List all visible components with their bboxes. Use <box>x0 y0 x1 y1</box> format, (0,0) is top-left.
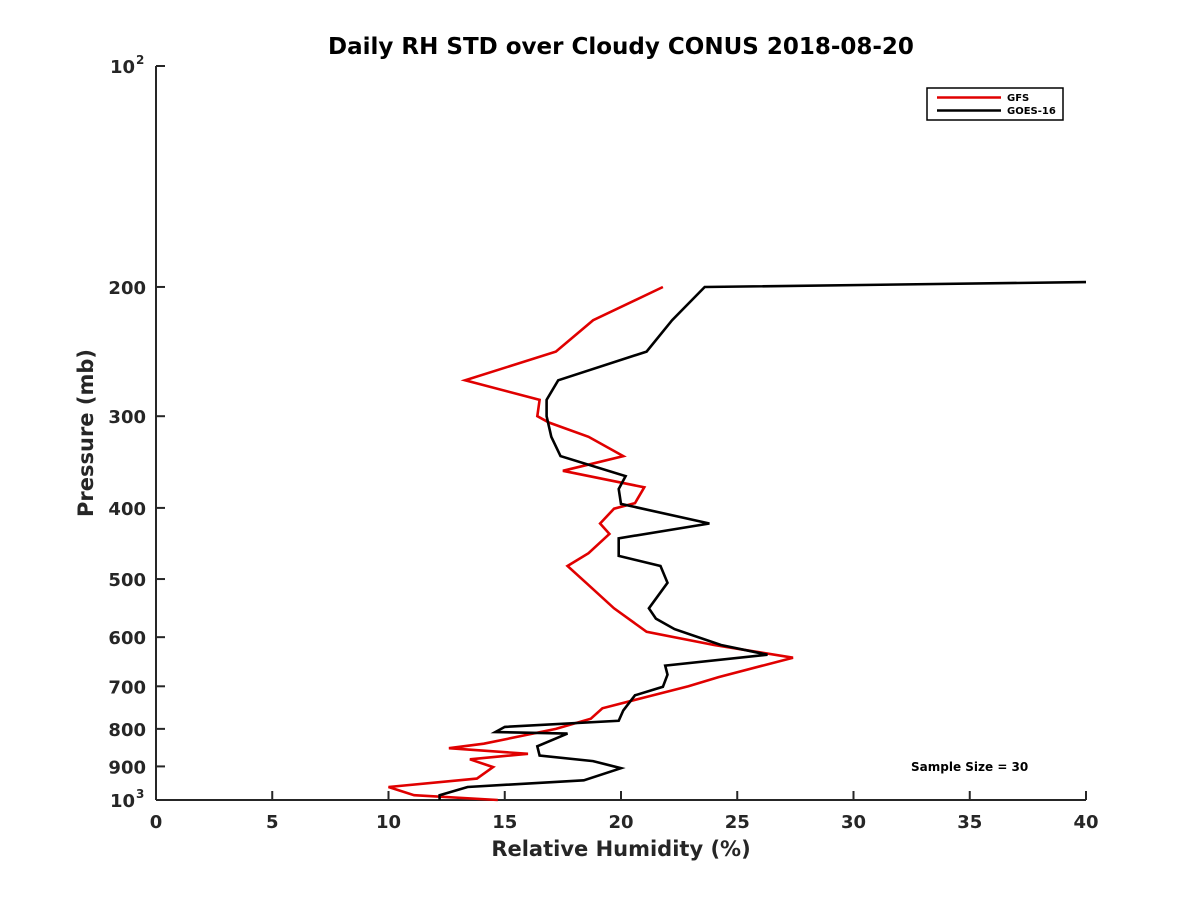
series-lines <box>388 280 1087 802</box>
y-tick-label: 700 <box>108 677 146 698</box>
y-tick-label: 800 <box>108 720 146 741</box>
x-tick-label: 30 <box>841 812 866 833</box>
x-tick-label: 25 <box>725 812 750 833</box>
legend-box <box>926 87 1064 121</box>
y-tick-label: 600 <box>108 628 146 649</box>
y-tick-label: 500 <box>108 570 146 591</box>
y-tick-label: 200 <box>108 278 146 299</box>
x-axis-label: Relative Humidity (%) <box>491 837 750 861</box>
x-tick-label: 20 <box>608 812 633 833</box>
y-axis-label: Pressure (mb) <box>74 349 98 517</box>
y-tick-label: 300 <box>108 407 146 428</box>
x-tick-label: 35 <box>957 812 982 833</box>
series-line-goes16 <box>438 280 1087 800</box>
legend: GFS GOES-16 <box>926 87 1064 121</box>
y-tick-label: 400 <box>108 499 146 520</box>
x-tick-label: 5 <box>266 812 279 833</box>
legend-label-goes16: GOES-16 <box>1007 106 1056 117</box>
y-tick-label: 10 <box>110 57 135 78</box>
y-tick-label: 900 <box>108 757 146 778</box>
x-tick-label: 40 <box>1073 812 1098 833</box>
x-tick-label: 15 <box>492 812 517 833</box>
y-tick-label: 10 <box>110 791 135 812</box>
x-tick-label: 10 <box>376 812 401 833</box>
chart-title: Daily RH STD over Cloudy CONUS 2018-08-2… <box>328 34 914 60</box>
y-tick-label-exponent: 2 <box>136 53 144 67</box>
y-tick-label-exponent: 3 <box>136 787 144 801</box>
legend-label-gfs: GFS <box>1007 93 1029 104</box>
sample-size-annotation: Sample Size = 30 <box>911 760 1028 774</box>
x-ticks: 0 5 10 15 20 25 30 35 40 <box>150 791 1099 833</box>
x-tick-label: 0 <box>150 812 163 833</box>
